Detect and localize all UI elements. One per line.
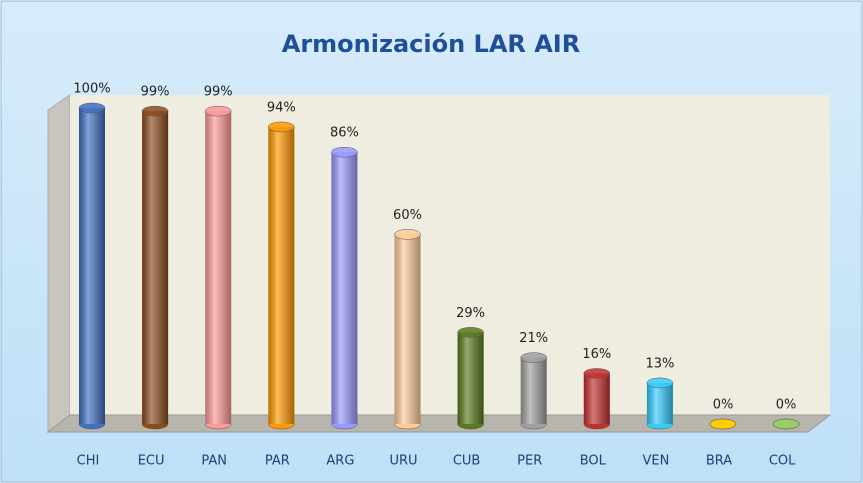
value-label: 21% (519, 331, 548, 346)
value-label: 29% (456, 306, 485, 321)
floor (46, 414, 832, 433)
bar-shade (79, 108, 105, 424)
x-tick-label: PER (517, 454, 542, 469)
value-label: 86% (330, 126, 359, 141)
x-tick-label: CUB (453, 454, 481, 469)
value-label: 60% (393, 208, 422, 223)
bar-shade (583, 373, 610, 424)
value-label: 99% (141, 85, 170, 100)
value-label: 94% (267, 100, 296, 115)
bar-top (583, 368, 611, 379)
bar-top (709, 418, 737, 430)
value-label: 13% (645, 356, 674, 371)
bar-top (331, 146, 358, 158)
x-tick-label: ECU (138, 454, 165, 469)
back-wall (70, 95, 830, 415)
bar-top (78, 102, 106, 114)
bar-top (141, 105, 169, 117)
x-tick-label: BRA (706, 454, 732, 469)
value-label: 0% (713, 398, 734, 413)
x-tick-label: BOL (580, 454, 607, 469)
value-label: 0% (776, 398, 797, 413)
bar-top (394, 229, 421, 240)
bar-top (268, 121, 295, 133)
bar-top (772, 418, 800, 430)
bar-shade (142, 111, 169, 424)
bar-shade (331, 152, 358, 425)
bar-shade (646, 382, 673, 424)
value-label: 16% (582, 347, 611, 362)
chart-title: Armonización LAR AIR (282, 30, 580, 58)
bar-shade (520, 357, 547, 424)
x-tick-label: ARG (326, 454, 354, 469)
x-tick-label: CHI (77, 454, 100, 469)
bar-shade (457, 332, 484, 424)
x-tick-label: PAR (265, 454, 290, 469)
bar-top (646, 377, 674, 389)
value-label: 99% (204, 85, 233, 100)
bar-top (520, 352, 547, 363)
bar-shade (268, 126, 295, 425)
bar-shade (394, 234, 421, 424)
bar-top (457, 327, 484, 338)
x-tick-label: PAN (201, 454, 227, 469)
value-label: 100% (73, 82, 110, 97)
x-tick-label: VEN (642, 454, 669, 469)
left-wall (47, 94, 71, 434)
bar-top (204, 105, 232, 117)
bar-shade (205, 111, 232, 424)
x-tick-label: COL (769, 454, 796, 469)
x-tick-label: URU (389, 454, 417, 469)
